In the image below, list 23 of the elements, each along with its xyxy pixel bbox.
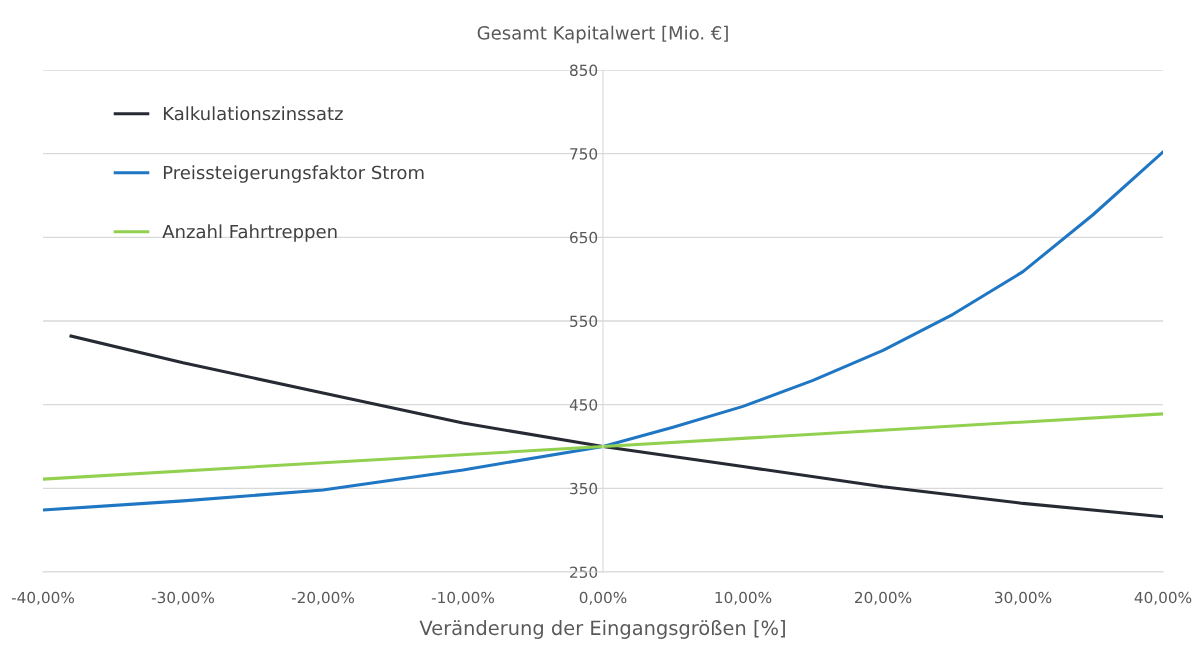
x-tick-label: 0,00% [579, 591, 627, 605]
line-series [69, 334, 1163, 519]
x-tick-label: -40,00% [11, 591, 75, 605]
x-tick-label: 30,00% [995, 591, 1052, 605]
y-tick-label: 450 [569, 399, 598, 411]
x-tick-label: -30,00% [151, 591, 215, 605]
x-tick-label: 40,00% [1134, 591, 1192, 605]
legend-label: Preissteigerungsfaktor Strom [163, 165, 424, 183]
legend-label: Anzahl Fahrtreppen [162, 224, 337, 242]
y-tick-label: 750 [570, 148, 598, 160]
legend-label: Kalkulationszinssatz [163, 106, 343, 121]
x-tick-label: -10,00% [431, 591, 495, 605]
y-tick-label: 250 [570, 566, 598, 579]
y-tick-label: 650 [570, 231, 598, 244]
x-tick-label: -20,00% [291, 591, 355, 605]
x-axis-title: Veränderung der Eingangsgrößen [%] [419, 620, 785, 639]
x-tick-label: 10,00% [715, 591, 772, 605]
y-tick-label: 350 [570, 482, 598, 495]
chart-title: Gesamt Kapitalwert [Mio. €] [477, 25, 728, 44]
y-tick-label: 850 [570, 64, 598, 77]
line-series [43, 150, 1163, 512]
y-tick-label: 550 [570, 315, 598, 328]
x-tick-label: 20,00% [854, 591, 912, 605]
